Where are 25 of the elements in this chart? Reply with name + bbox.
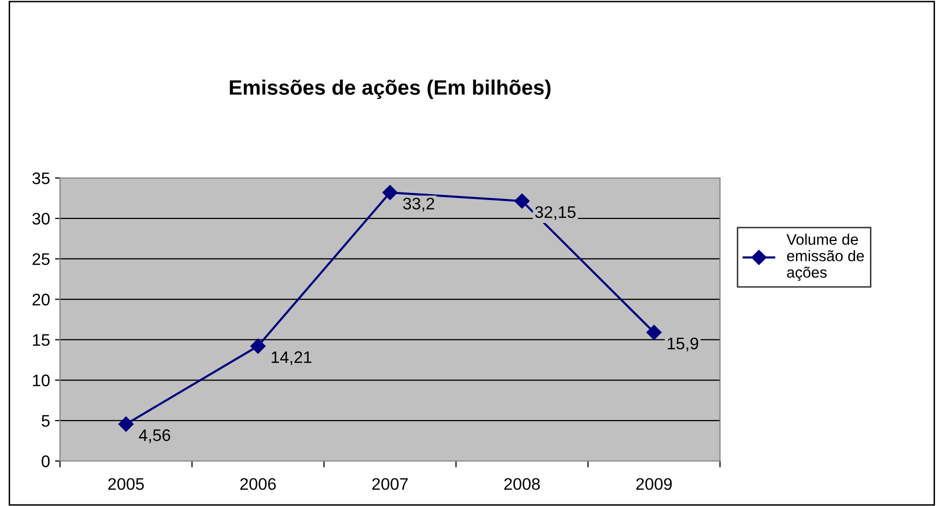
y-tick-label: 15	[33, 334, 50, 346]
point	[646, 324, 662, 340]
y-tick-label: 25	[32, 253, 50, 266]
x-tick-label: 2005	[108, 478, 144, 490]
legend-label: Volume de emissão de ações	[786, 234, 864, 281]
y-tick-label: 20	[32, 294, 50, 306]
data-label: 32,15	[535, 206, 576, 220]
data-label: 15,9	[668, 338, 698, 352]
y-tick-label: 30	[32, 212, 50, 225]
x-tick-label: 2008	[504, 478, 540, 490]
data-label: 4,56	[138, 429, 170, 444]
y-tick-label: 5	[42, 415, 50, 427]
point	[382, 184, 398, 200]
point	[118, 416, 134, 432]
y-tick-label: 10	[33, 374, 50, 386]
point	[514, 193, 530, 209]
data-label: 14,21	[272, 351, 312, 366]
x-tick-label: 2007	[372, 478, 408, 490]
y-tick-label: 35	[32, 172, 50, 184]
x-tick-label: 2009	[636, 478, 672, 490]
chart-title: Emissões de ações (Em bilhões)	[230, 80, 550, 99]
x-tick-label: 2006	[240, 478, 276, 490]
y-tick-label: 0	[42, 455, 50, 468]
data-label: 33,2	[403, 198, 434, 212]
point	[250, 338, 266, 354]
